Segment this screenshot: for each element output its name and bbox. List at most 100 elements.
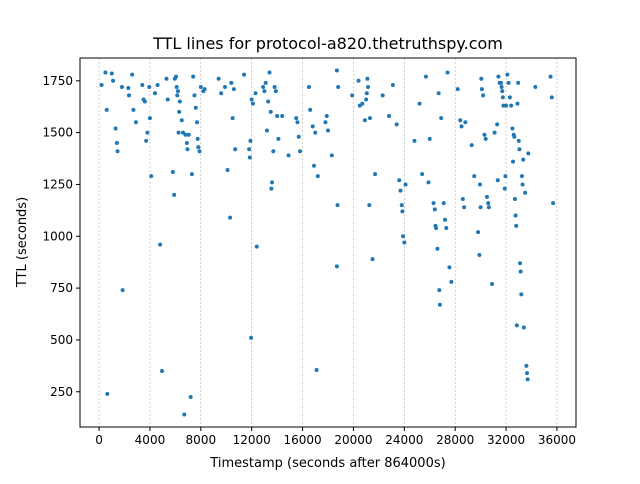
data-point (147, 85, 152, 90)
y-tick-label: 500 (50, 333, 73, 347)
y-tick-label: 1250 (42, 177, 73, 191)
data-point (506, 80, 511, 85)
data-point (367, 116, 372, 121)
data-point (472, 174, 477, 179)
data-point (295, 120, 300, 125)
data-point (477, 252, 482, 257)
data-point (469, 143, 474, 148)
data-point (119, 85, 124, 90)
data-point (114, 140, 119, 145)
data-point (524, 363, 529, 368)
data-point (511, 159, 516, 164)
data-point (247, 155, 252, 160)
data-point (397, 178, 402, 183)
data-point (512, 196, 517, 201)
data-point (186, 132, 191, 137)
data-point (109, 71, 114, 76)
data-point (133, 120, 138, 125)
data-point (225, 167, 230, 172)
data-point (504, 103, 509, 108)
data-point (356, 78, 361, 83)
data-point (254, 244, 259, 249)
data-point (518, 269, 523, 274)
data-point (142, 99, 147, 104)
data-point (111, 78, 116, 83)
data-point (276, 136, 281, 141)
data-point (176, 130, 181, 135)
data-point (268, 109, 273, 114)
x-tick-label: 28000 (436, 433, 474, 447)
x-tick-label: 24000 (385, 433, 423, 447)
data-point (229, 80, 234, 85)
data-point (315, 174, 320, 179)
data-point (401, 234, 406, 239)
data-point (160, 369, 165, 374)
plot-frame (79, 57, 577, 428)
data-point (509, 103, 514, 108)
data-point (183, 132, 188, 137)
data-point (460, 196, 465, 201)
data-point (202, 87, 207, 92)
data-point (459, 124, 464, 129)
data-point (516, 138, 521, 143)
data-point (514, 223, 519, 228)
data-point (390, 82, 395, 87)
data-point (189, 172, 194, 177)
data-point (266, 99, 271, 104)
chart-title: TTL lines for protocol-a820.thetruthspy.… (152, 34, 503, 53)
y-tick-label: 750 (50, 281, 73, 295)
data-point (172, 192, 177, 197)
data-point (458, 118, 463, 123)
data-point (463, 120, 468, 125)
data-point (313, 130, 318, 135)
data-point (502, 186, 507, 191)
data-point (434, 225, 439, 230)
data-point (184, 140, 189, 145)
data-point (144, 138, 149, 143)
data-point (164, 76, 169, 81)
data-point (113, 126, 118, 131)
data-point (484, 194, 489, 199)
data-point (490, 281, 495, 286)
data-point (516, 80, 521, 85)
data-point (435, 246, 440, 251)
data-point (398, 188, 403, 193)
data-point (312, 163, 317, 168)
data-point (177, 99, 182, 104)
data-point (248, 138, 253, 143)
data-point (503, 174, 508, 179)
data-point (267, 70, 272, 75)
x-tick-label: 32000 (487, 433, 525, 447)
data-point (263, 80, 268, 85)
data-point (420, 172, 425, 177)
data-point (120, 288, 125, 293)
data-point (249, 97, 254, 102)
data-point (298, 149, 303, 154)
data-point (364, 97, 369, 102)
data-point (269, 186, 274, 191)
data-point (399, 203, 404, 208)
data-point (439, 116, 444, 121)
data-point (360, 101, 365, 106)
data-point (500, 89, 505, 94)
data-point (228, 215, 233, 220)
data-point (403, 182, 408, 187)
data-point (427, 136, 432, 141)
data-point (196, 145, 201, 150)
data-point (549, 95, 554, 100)
data-point (193, 105, 198, 110)
data-point (195, 120, 200, 125)
data-point (104, 107, 109, 112)
data-point (262, 89, 267, 94)
data-point (230, 116, 235, 121)
data-point (496, 74, 501, 79)
data-point (233, 147, 238, 152)
data-point (197, 149, 202, 154)
data-point (431, 201, 436, 206)
data-point (443, 217, 448, 222)
data-point (520, 182, 525, 187)
data-point (523, 190, 528, 195)
data-point (336, 85, 341, 90)
data-point (140, 82, 145, 87)
